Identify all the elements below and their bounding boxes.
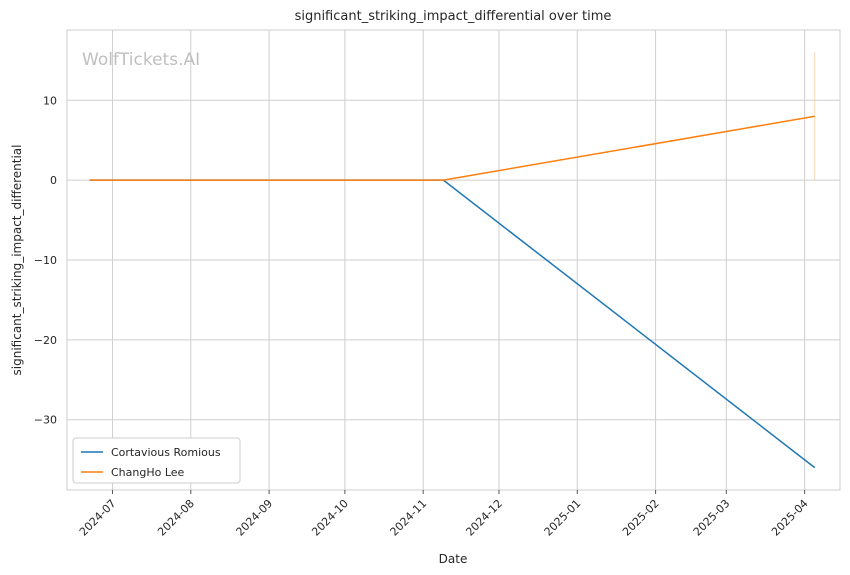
plot-frame xyxy=(66,29,841,491)
x-tick-label: 2024-11 xyxy=(388,497,430,539)
y-axis: 10 0 −10 −20 −30 xyxy=(34,94,57,426)
legend: Cortavious Romious ChangHo Lee xyxy=(72,437,241,484)
x-tick-label: 2025-04 xyxy=(769,497,811,539)
x-tick-label: 2025-02 xyxy=(620,497,662,539)
x-axis: 2024-07 2024-08 2024-09 2024-10 2024-11 2024-… xyxy=(77,490,811,539)
y-tick-label: 10 xyxy=(43,94,57,107)
y-tick-label: 0 xyxy=(50,174,57,187)
chart-title: significant_striking_impact_differential… xyxy=(295,9,612,24)
x-tick-label: 2024-08 xyxy=(155,497,197,539)
series-line xyxy=(89,115,815,181)
x-tick-label: 2025-01 xyxy=(542,497,584,539)
y-tick-label: −30 xyxy=(34,414,57,427)
x-tick-label: 2024-07 xyxy=(77,497,119,539)
legend-entry: Cortavious Romious xyxy=(111,446,221,459)
y-tick-label: −10 xyxy=(34,254,57,267)
legend-entry: ChangHo Lee xyxy=(111,466,185,479)
y-axis-label: significant_striking_impact_differential xyxy=(10,145,24,376)
y-tick-label: −20 xyxy=(34,334,57,347)
x-tick-label: 2024-10 xyxy=(309,497,351,539)
series-layer xyxy=(89,52,816,469)
x-tick-label: 2024-09 xyxy=(234,497,276,539)
grid xyxy=(67,30,840,490)
x-tick-label: 2024-12 xyxy=(463,497,505,539)
series-line xyxy=(89,179,816,469)
watermark: WolfTickets.AI xyxy=(82,50,200,70)
x-axis-label: Date xyxy=(439,552,468,566)
x-tick-label: 2025-03 xyxy=(691,497,733,539)
legend-box xyxy=(72,437,241,484)
